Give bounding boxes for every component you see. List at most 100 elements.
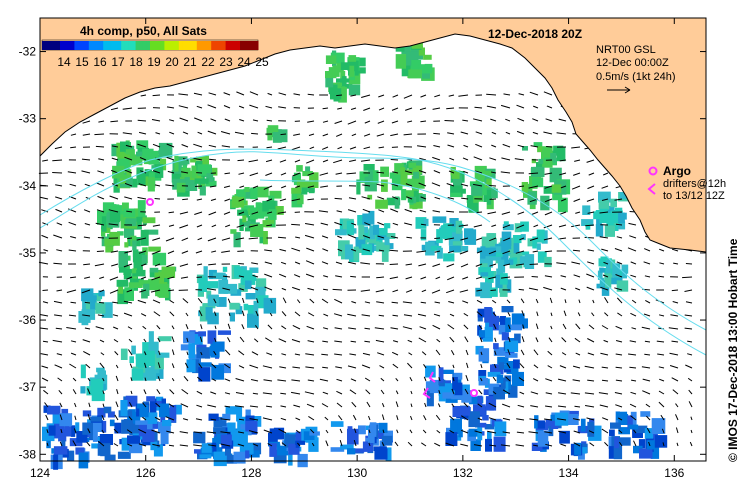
sst-pixel — [81, 309, 89, 326]
current-vector — [142, 325, 147, 330]
colorbar-cell — [204, 41, 209, 50]
current-vector — [530, 405, 539, 408]
current-vector — [615, 404, 623, 408]
sst-pixel — [461, 390, 472, 403]
current-vector — [646, 415, 651, 421]
current-vector — [380, 389, 385, 395]
current-vector — [206, 288, 217, 291]
sst-pixel — [247, 305, 257, 318]
current-vector — [514, 158, 525, 161]
sst-pixel — [358, 224, 365, 240]
currents-legend-line1: NRT00 GSL — [596, 44, 656, 56]
current-vector — [111, 145, 119, 148]
sst-pixel — [142, 148, 154, 161]
current-vector — [196, 224, 203, 228]
current-vector — [378, 146, 385, 149]
current-vector — [657, 353, 665, 356]
current-vector — [380, 377, 385, 382]
current-vector — [198, 363, 203, 369]
current-vector — [337, 235, 343, 239]
sst-pixel — [336, 60, 344, 73]
sst-pixel — [630, 411, 637, 428]
sst-pixel — [413, 171, 419, 179]
sst-pixel — [96, 295, 101, 302]
current-vector — [376, 276, 385, 279]
current-vector — [405, 107, 413, 111]
current-vector — [407, 339, 413, 343]
sst-pixel — [225, 454, 237, 464]
sst-pixel — [468, 411, 480, 428]
sst-pixel — [124, 242, 129, 248]
current-vector — [337, 107, 343, 110]
current-vector — [278, 92, 287, 96]
sst-pixel — [335, 229, 347, 236]
sst-pixel — [503, 364, 513, 370]
current-vector — [392, 340, 399, 343]
current-vector — [571, 224, 581, 228]
current-vector — [463, 324, 469, 330]
sst-pixel — [514, 333, 521, 344]
current-vector — [614, 198, 623, 201]
current-vector — [490, 118, 497, 122]
sst-pixel — [132, 240, 137, 251]
current-vector — [347, 209, 357, 213]
current-vector — [407, 441, 413, 447]
current-vector — [52, 339, 63, 343]
current-vector — [501, 157, 511, 161]
current-vector — [252, 274, 259, 278]
current-vector — [96, 209, 105, 213]
sst-pixel — [464, 229, 477, 245]
current-vector — [561, 198, 567, 202]
sst-pixel — [478, 422, 487, 428]
current-vector — [669, 365, 679, 369]
sst-pixel — [423, 218, 429, 227]
current-vector — [294, 311, 301, 317]
sst-pixel — [124, 287, 134, 301]
current-vector — [658, 366, 665, 369]
current-vector — [533, 364, 539, 369]
sst-pixel — [401, 41, 410, 55]
current-vector — [151, 250, 161, 255]
current-vector — [291, 247, 301, 252]
current-vector — [656, 340, 665, 343]
current-vector — [364, 340, 371, 343]
current-vector — [517, 144, 525, 148]
sst-pixel — [309, 431, 320, 436]
sst-pixel — [239, 218, 244, 231]
current-vector — [291, 146, 301, 151]
sst-pixel — [120, 400, 128, 416]
current-vector — [584, 365, 595, 369]
current-vector — [154, 198, 161, 200]
current-vector — [158, 350, 161, 356]
sst-pixel — [585, 223, 591, 230]
sst-pixel — [532, 177, 544, 188]
sst-pixel — [138, 421, 147, 437]
current-vector — [535, 323, 539, 330]
current-vector — [379, 365, 385, 369]
sst-pixel — [401, 64, 411, 77]
current-vector — [544, 250, 553, 253]
current-vector — [687, 377, 693, 382]
current-vector — [248, 430, 259, 434]
sst-pixel — [90, 379, 104, 394]
current-vector — [207, 237, 217, 242]
current-vector — [361, 196, 371, 200]
current-vector — [59, 402, 63, 408]
colorbar-cell — [218, 41, 223, 50]
sst-pixel — [478, 348, 490, 362]
current-vector — [601, 366, 609, 369]
current-vector — [420, 94, 427, 98]
sst-pixel — [131, 368, 144, 381]
sst-pixel — [347, 448, 356, 455]
sst-pixel — [194, 178, 209, 184]
current-vector — [235, 392, 245, 395]
current-vector — [559, 211, 567, 215]
current-vector — [127, 237, 133, 240]
current-vector — [251, 198, 259, 202]
current-vector — [630, 288, 637, 291]
current-vector — [123, 312, 133, 317]
current-vector — [198, 310, 203, 317]
current-vector — [265, 337, 273, 343]
colorbar-tick-label: 17 — [111, 55, 125, 69]
current-vector — [374, 327, 385, 330]
